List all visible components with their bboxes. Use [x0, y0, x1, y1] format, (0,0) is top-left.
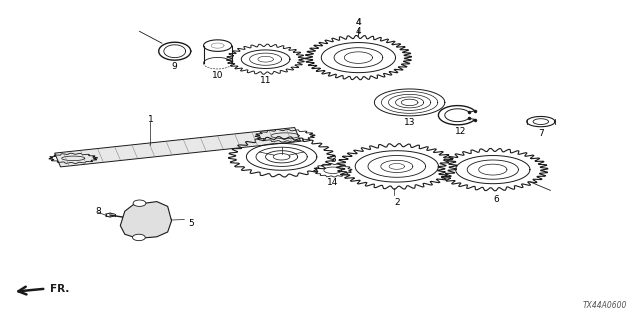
Text: 9: 9	[172, 62, 177, 71]
Text: 4: 4	[356, 18, 361, 27]
Text: 1: 1	[148, 115, 153, 124]
Polygon shape	[54, 127, 301, 167]
Text: 5: 5	[188, 219, 193, 228]
Text: TX44A0600: TX44A0600	[583, 301, 627, 310]
Text: 11: 11	[260, 76, 271, 85]
Text: 8: 8	[96, 207, 101, 216]
Text: FR.: FR.	[50, 284, 69, 294]
Text: 7: 7	[538, 129, 543, 138]
Text: 4: 4	[356, 18, 361, 27]
Text: 13: 13	[404, 118, 415, 127]
Circle shape	[133, 200, 146, 206]
Text: 2: 2	[394, 198, 399, 207]
Text: 6: 6	[493, 195, 499, 204]
Text: 10: 10	[212, 71, 223, 80]
Text: 4: 4	[356, 27, 361, 36]
Circle shape	[132, 234, 145, 241]
Polygon shape	[120, 202, 172, 238]
Text: 12: 12	[455, 127, 467, 136]
Text: 3: 3	[330, 155, 335, 164]
Text: 14: 14	[327, 178, 339, 187]
